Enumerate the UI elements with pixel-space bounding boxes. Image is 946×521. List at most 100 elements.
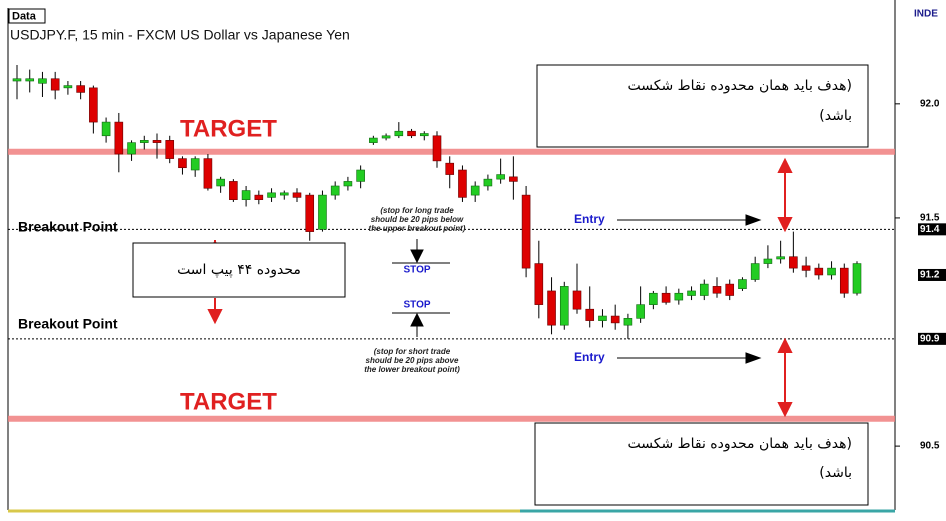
- candle-body: [483, 178, 493, 187]
- candle-body: [190, 158, 200, 171]
- candle-body: [330, 185, 340, 196]
- candle-body: [343, 181, 353, 187]
- candle-body: [50, 78, 60, 91]
- candle-body: [203, 158, 213, 189]
- candle-body: [649, 292, 658, 305]
- candle-body: [598, 315, 607, 321]
- candle-body: [763, 258, 773, 264]
- candle-body: [139, 140, 149, 143]
- candle-body: [445, 162, 455, 175]
- candle-body: [267, 192, 276, 198]
- candle-body: [661, 292, 671, 303]
- candle-body: [559, 286, 569, 326]
- candle-body: [216, 178, 225, 187]
- candle-body: [496, 174, 505, 180]
- candle-body: [712, 286, 722, 294]
- candle-body: [114, 121, 124, 155]
- stop-note: (stop for long trade: [380, 206, 454, 215]
- candle-body: [509, 176, 518, 182]
- candle-body: [381, 135, 391, 139]
- candle-body: [89, 87, 98, 123]
- candle-body: [356, 169, 365, 182]
- price-marker: [918, 223, 946, 236]
- entry-label: Entry: [574, 212, 605, 226]
- y-tick-label: 92.0: [920, 98, 940, 109]
- breakout-label: Breakout Point: [18, 219, 118, 235]
- note-box: [536, 64, 869, 148]
- candle-body: [572, 290, 582, 310]
- range-arrow: [777, 157, 793, 233]
- candle-body: [127, 142, 136, 155]
- candle-body: [318, 194, 327, 230]
- candle-body: [12, 78, 22, 82]
- candle-body: [254, 194, 264, 200]
- candle-body: [699, 283, 709, 296]
- candle-body: [801, 265, 811, 271]
- note-box: [132, 242, 346, 298]
- candle-body: [292, 192, 302, 198]
- candle-body: [789, 256, 798, 269]
- candle-body: [547, 290, 556, 326]
- entry-label: Entry: [574, 350, 605, 364]
- range-arrow: [777, 337, 793, 418]
- goal-note: (هدف باید همان محدوده نقاط شکست: [628, 78, 853, 94]
- range-arrow: [207, 298, 223, 325]
- candle-body: [458, 169, 467, 198]
- candle-body: [432, 135, 442, 162]
- goal-note: باشد): [819, 108, 852, 124]
- candle-body: [750, 263, 760, 280]
- candle-body: [38, 78, 47, 84]
- candle-body: [776, 256, 785, 260]
- candle-body: [814, 267, 824, 276]
- candle-body: [827, 267, 836, 276]
- entry-arrow: [617, 214, 762, 226]
- candle-body: [674, 292, 684, 301]
- candle-body: [738, 279, 747, 289]
- candle-body: [585, 308, 595, 321]
- stop-note: (stop for short trade: [374, 347, 451, 356]
- candle-body: [470, 185, 480, 196]
- candle-body: [152, 140, 162, 143]
- target-label: TARGET: [180, 388, 277, 415]
- note-box: [534, 422, 869, 506]
- candle-body: [623, 318, 633, 326]
- entry-arrow: [617, 352, 762, 364]
- target-label: TARGET: [180, 115, 277, 142]
- price-marker: [918, 268, 946, 281]
- candle-body: [407, 130, 416, 137]
- price-marker-label: 91.4: [920, 224, 940, 235]
- candle-body: [178, 158, 187, 169]
- breakout-label: Breakout Point: [18, 316, 118, 332]
- y-tick-label: 91.5: [920, 213, 940, 224]
- candle-body: [63, 85, 73, 89]
- data-tab[interactable]: [8, 8, 46, 24]
- candle-body: [534, 263, 544, 305]
- candle-body: [279, 192, 289, 196]
- goal-note: باشد): [819, 465, 852, 481]
- candle-body: [394, 130, 404, 137]
- price-marker-label: 91.2: [920, 270, 940, 281]
- stop-note: should be 20 pips below: [371, 215, 464, 224]
- candle-body: [610, 315, 620, 324]
- candle-body: [229, 181, 238, 200]
- stop-arrow: [410, 312, 424, 337]
- candle-body: [521, 194, 531, 269]
- candle-body: [76, 85, 85, 93]
- candle-body: [839, 267, 849, 294]
- data-tab-label[interactable]: Data: [12, 10, 37, 22]
- price-marker: [918, 332, 946, 345]
- chart-title: USDJPY.F, 15 min - FXCM US Dollar vs Jap…: [10, 27, 350, 43]
- range-note: محدوده ۴۴ پیپ است: [177, 262, 301, 278]
- stop-label: STOP: [403, 265, 430, 276]
- candle-body: [725, 283, 735, 296]
- candle-body: [241, 190, 251, 200]
- y-tick-label: 90.5: [920, 441, 940, 452]
- candle-body: [25, 78, 35, 82]
- candle-body: [419, 133, 429, 137]
- stop-label: STOP: [403, 300, 430, 311]
- candle-body: [305, 194, 315, 232]
- stop-note: the lower breakout point): [364, 365, 460, 374]
- candle-body: [369, 137, 378, 143]
- candle-body: [636, 304, 645, 319]
